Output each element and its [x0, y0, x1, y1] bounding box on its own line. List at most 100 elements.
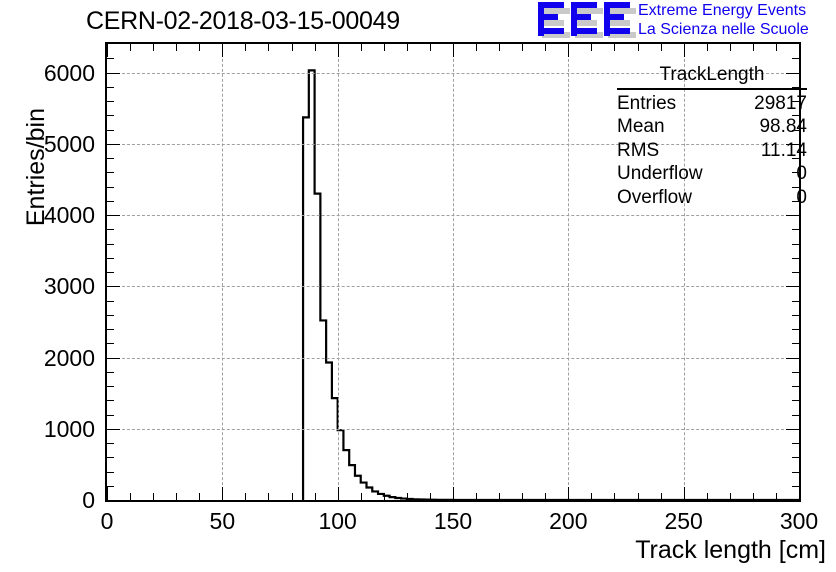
histogram-curve	[301, 69, 799, 502]
y-tick-right-major	[786, 357, 799, 359]
grid-line-horizontal	[107, 72, 799, 74]
x-tick-major	[107, 487, 108, 500]
y-tick-right-minor	[792, 101, 799, 102]
y-tick-minor	[107, 86, 114, 88]
grid-line-vertical	[222, 44, 224, 500]
y-tick-right-minor	[792, 115, 799, 117]
stats-row-value: 29817	[754, 92, 807, 114]
page-title: CERN-02-2018-03-15-00049	[86, 7, 400, 35]
x-tick-minor	[591, 493, 593, 500]
stats-row: Mean 98.84	[617, 115, 807, 139]
stats-box: TrackLength Entries 29817 Mean 98.84 RMS 11.1…	[617, 63, 807, 209]
eee-logo-text: Extreme Energy Events La Scienza nelle S…	[638, 1, 809, 39]
x-tick-top-minor	[153, 44, 155, 51]
x-tick-top-minor	[383, 44, 385, 51]
y-tick-minor	[107, 471, 114, 473]
x-tick-label: 200	[549, 508, 588, 534]
eee-logo-letter	[538, 2, 570, 38]
y-tick-minor	[107, 485, 114, 487]
x-tick-minor	[476, 493, 478, 500]
stats-row: Entries 29817	[617, 92, 807, 116]
grid-line-horizontal	[107, 357, 799, 359]
x-axis-title: Track length [cm]	[635, 536, 826, 564]
stats-row: Underflow 0	[617, 162, 807, 186]
stats-row-key: Underflow	[617, 163, 703, 184]
y-tick-minor	[107, 400, 114, 402]
y-tick-minor	[107, 300, 114, 302]
stats-row-key: Entries	[617, 92, 677, 114]
y-tick-minor	[107, 101, 114, 102]
y-tick-right-major	[786, 72, 799, 74]
y-tick-minor	[107, 186, 114, 188]
x-tick-minor	[775, 493, 777, 500]
x-tick-major	[799, 487, 800, 500]
x-tick-minor	[291, 493, 293, 500]
y-tick-label: 5000	[43, 130, 95, 157]
x-tick-minor	[360, 493, 362, 500]
x-tick-major	[337, 487, 339, 500]
eee-logo-mark	[538, 2, 636, 38]
y-tick-right-minor	[792, 485, 799, 487]
y-tick-major	[107, 286, 120, 288]
stats-row-value: 0	[796, 163, 807, 184]
x-tick-minor	[545, 493, 547, 500]
x-tick-top-minor	[176, 44, 178, 51]
x-tick-top-minor	[522, 44, 524, 51]
y-tick-right-minor	[792, 186, 799, 188]
x-tick-top-minor	[752, 44, 754, 51]
eee-logo-line2: La Scienza nelle Scuole	[638, 21, 809, 38]
x-tick-minor	[245, 493, 247, 500]
x-tick-top-major	[799, 44, 800, 57]
y-tick-right-minor	[792, 129, 799, 131]
stats-row-value: 11.14	[760, 139, 807, 161]
y-tick-minor	[107, 158, 114, 159]
y-tick-right-minor	[792, 272, 799, 273]
y-tick-minor	[107, 314, 114, 316]
x-tick-top-minor	[268, 44, 270, 51]
y-tick-major	[107, 500, 120, 501]
stats-row-key: RMS	[617, 139, 660, 161]
y-tick-right-minor	[792, 400, 799, 402]
y-tick-right-major	[786, 143, 799, 145]
y-tick-right-major	[786, 428, 799, 430]
y-tick-major	[107, 357, 120, 359]
y-tick-minor	[107, 243, 114, 245]
x-tick-major	[683, 487, 685, 500]
y-tick-right-minor	[792, 443, 799, 444]
x-tick-major	[453, 487, 454, 500]
x-tick-minor	[499, 493, 501, 500]
y-tick-right-minor	[792, 343, 799, 345]
x-tick-top-major	[683, 44, 685, 57]
y-tick-right-minor	[792, 243, 799, 245]
x-tick-minor	[130, 493, 132, 500]
x-tick-top-major	[107, 44, 108, 57]
grid-line-vertical	[337, 44, 339, 500]
grid-line-vertical	[568, 44, 570, 500]
grid-line-horizontal	[107, 215, 799, 216]
y-tick-minor	[107, 457, 114, 459]
y-tick-right-minor	[792, 86, 799, 88]
x-tick-top-minor	[406, 44, 408, 51]
x-tick-top-major	[568, 44, 570, 57]
x-tick-label: 300	[779, 508, 819, 534]
stats-row-value: 0	[796, 186, 807, 208]
y-tick-minor	[107, 272, 114, 273]
x-tick-label: 100	[318, 508, 357, 534]
eee-logo-letter	[571, 2, 603, 38]
y-tick-right-major	[786, 215, 799, 216]
x-tick-top-minor	[591, 44, 593, 51]
x-tick-minor	[637, 493, 639, 500]
x-tick-minor	[660, 493, 662, 500]
y-tick-minor	[107, 371, 114, 373]
x-tick-minor	[429, 493, 431, 500]
y-tick-minor	[107, 414, 114, 416]
x-tick-label: 0	[100, 508, 114, 534]
x-tick-top-minor	[706, 44, 708, 51]
stats-title: TrackLength	[659, 64, 765, 85]
x-tick-top-minor	[729, 44, 731, 51]
y-tick-major	[107, 143, 120, 145]
y-tick-label: 0	[82, 487, 95, 513]
x-tick-top-minor	[637, 44, 639, 51]
x-tick-top-minor	[545, 44, 547, 51]
